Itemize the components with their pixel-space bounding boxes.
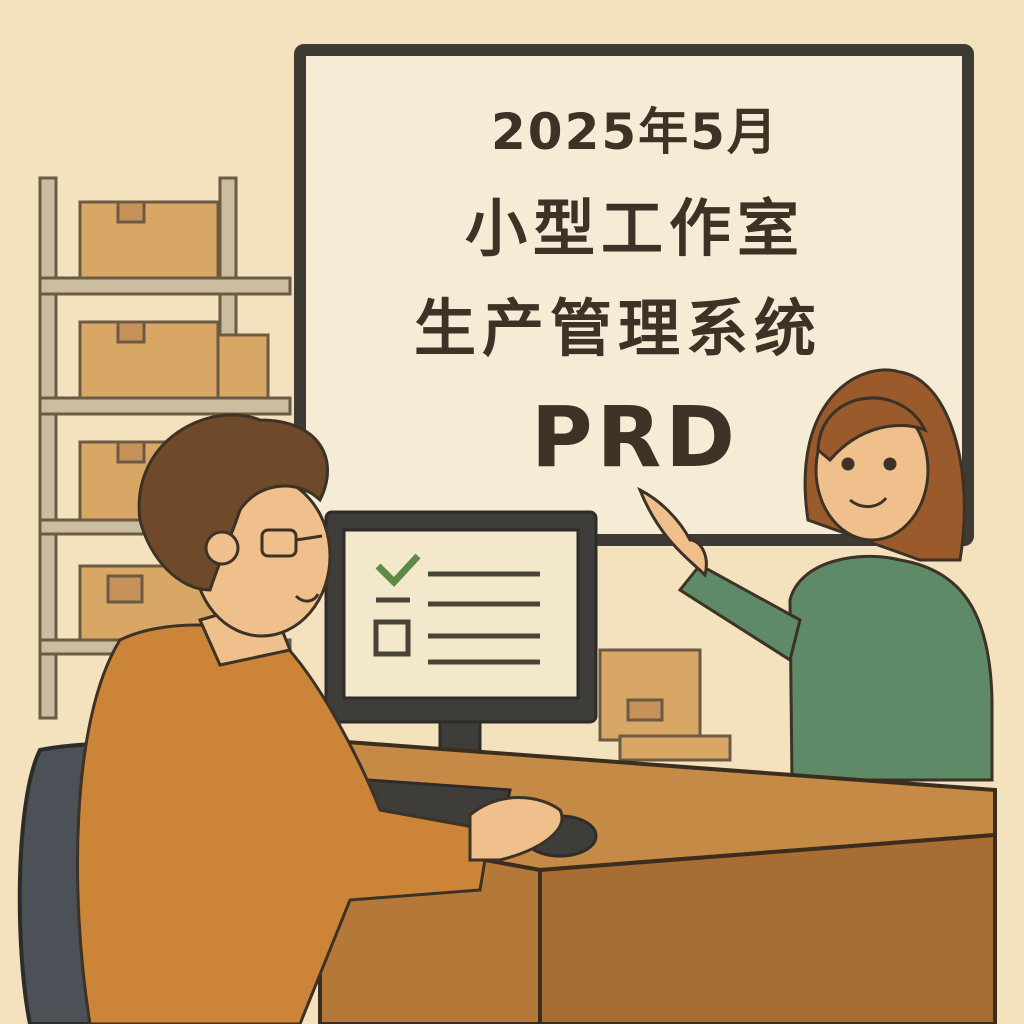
checkbox-checked-icon: [375, 553, 421, 588]
board-prd: PRD: [531, 388, 739, 486]
cardboard-boxes: [78, 200, 732, 762]
board-title-line2: 生产管理系统: [413, 292, 822, 365]
man-at-computer: [76, 413, 564, 1024]
checklist: [373, 553, 540, 665]
board-date: 2025年5月: [491, 103, 779, 161]
computer-monitor: [324, 510, 598, 778]
woman-presenter: [637, 368, 994, 782]
whiteboard: [294, 44, 974, 546]
checkbox-empty-icon: [373, 619, 411, 657]
board-title-line1: 小型工作室: [464, 192, 805, 265]
